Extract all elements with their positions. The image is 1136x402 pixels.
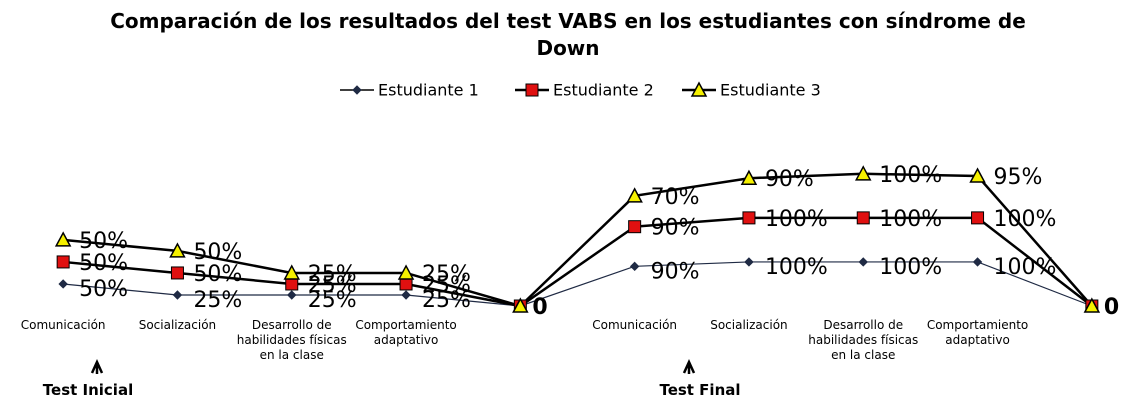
value-label: 25% — [422, 262, 471, 287]
legend-label: Estudiante 3 — [720, 81, 821, 100]
value-label: 25% — [422, 273, 471, 298]
value-label: 100% — [879, 163, 942, 188]
marker — [971, 211, 985, 225]
value-label: 50% — [193, 262, 242, 287]
marker — [287, 290, 297, 300]
x-tick-label: Comunicación — [20, 318, 106, 332]
marker — [172, 290, 183, 300]
x-tick-label: Comportamiento adaptativo — [926, 318, 1029, 347]
marker — [169, 242, 186, 258]
marker — [858, 257, 868, 267]
marker — [629, 261, 640, 272]
marker — [401, 290, 411, 300]
x-tick-label: Desarrollo de habilidades físicas en la … — [808, 318, 919, 362]
marker — [525, 83, 539, 97]
marker — [285, 277, 299, 291]
marker — [854, 165, 872, 181]
value-label: 0 — [1104, 295, 1119, 320]
marker — [972, 257, 983, 267]
value-label: 25% — [308, 262, 357, 287]
value-label: 100% — [879, 255, 942, 280]
marker — [628, 220, 642, 234]
x-tick-label: Comportamiento adaptativo — [355, 318, 457, 347]
marker — [54, 231, 72, 247]
marker — [283, 264, 301, 280]
value-label: 25% — [308, 288, 357, 313]
marker — [352, 85, 362, 95]
marker — [397, 264, 415, 280]
x-tick-label: Socialización — [710, 318, 788, 332]
series-line — [63, 172, 1093, 308]
marker — [740, 169, 758, 185]
legend-label: Estudiante 1 — [378, 81, 479, 100]
arrow — [90, 358, 104, 374]
marker — [856, 211, 870, 225]
value-label: 100% — [765, 207, 828, 232]
value-label: 90% — [765, 167, 814, 192]
marker — [969, 167, 986, 183]
marker — [690, 81, 708, 97]
series-line — [63, 261, 1093, 307]
annotation: Test Final — [659, 381, 741, 399]
marker — [170, 266, 184, 280]
value-label: 70% — [651, 185, 700, 210]
value-label: 25% — [193, 288, 242, 313]
x-tick-label: Comunicación — [592, 318, 678, 332]
marker — [1083, 297, 1101, 313]
series-line — [63, 216, 1093, 308]
chart-title: Comparación de los resultados del test V… — [110, 9, 1026, 60]
marker — [56, 255, 70, 269]
marker — [58, 279, 68, 289]
value-label: 50% — [79, 229, 128, 254]
value-label: 50% — [79, 251, 128, 276]
legend-label: Estudiante 2 — [553, 81, 654, 100]
value-label: 90% — [651, 216, 700, 241]
value-label: 100% — [879, 207, 942, 232]
marker — [742, 211, 756, 225]
value-label: 90% — [651, 259, 700, 284]
marker — [626, 187, 643, 203]
arrow — [682, 358, 696, 374]
marker — [512, 297, 529, 313]
value-label: 0 — [532, 295, 547, 320]
x-tick-label: Desarrollo de habilidades físicas en la … — [236, 318, 347, 362]
value-label: 100% — [765, 255, 828, 280]
x-tick-label: Socialización — [138, 318, 217, 332]
value-label: 100% — [994, 255, 1057, 280]
value-label: 100% — [994, 207, 1057, 232]
marker — [744, 257, 754, 267]
value-label: 25% — [422, 288, 471, 313]
annotation: Test Inicial — [42, 381, 134, 399]
value-label: 95% — [994, 165, 1043, 190]
value-label: 25% — [308, 273, 357, 298]
marker — [399, 277, 413, 291]
value-label: 50% — [79, 277, 128, 302]
value-label: 50% — [193, 240, 242, 265]
